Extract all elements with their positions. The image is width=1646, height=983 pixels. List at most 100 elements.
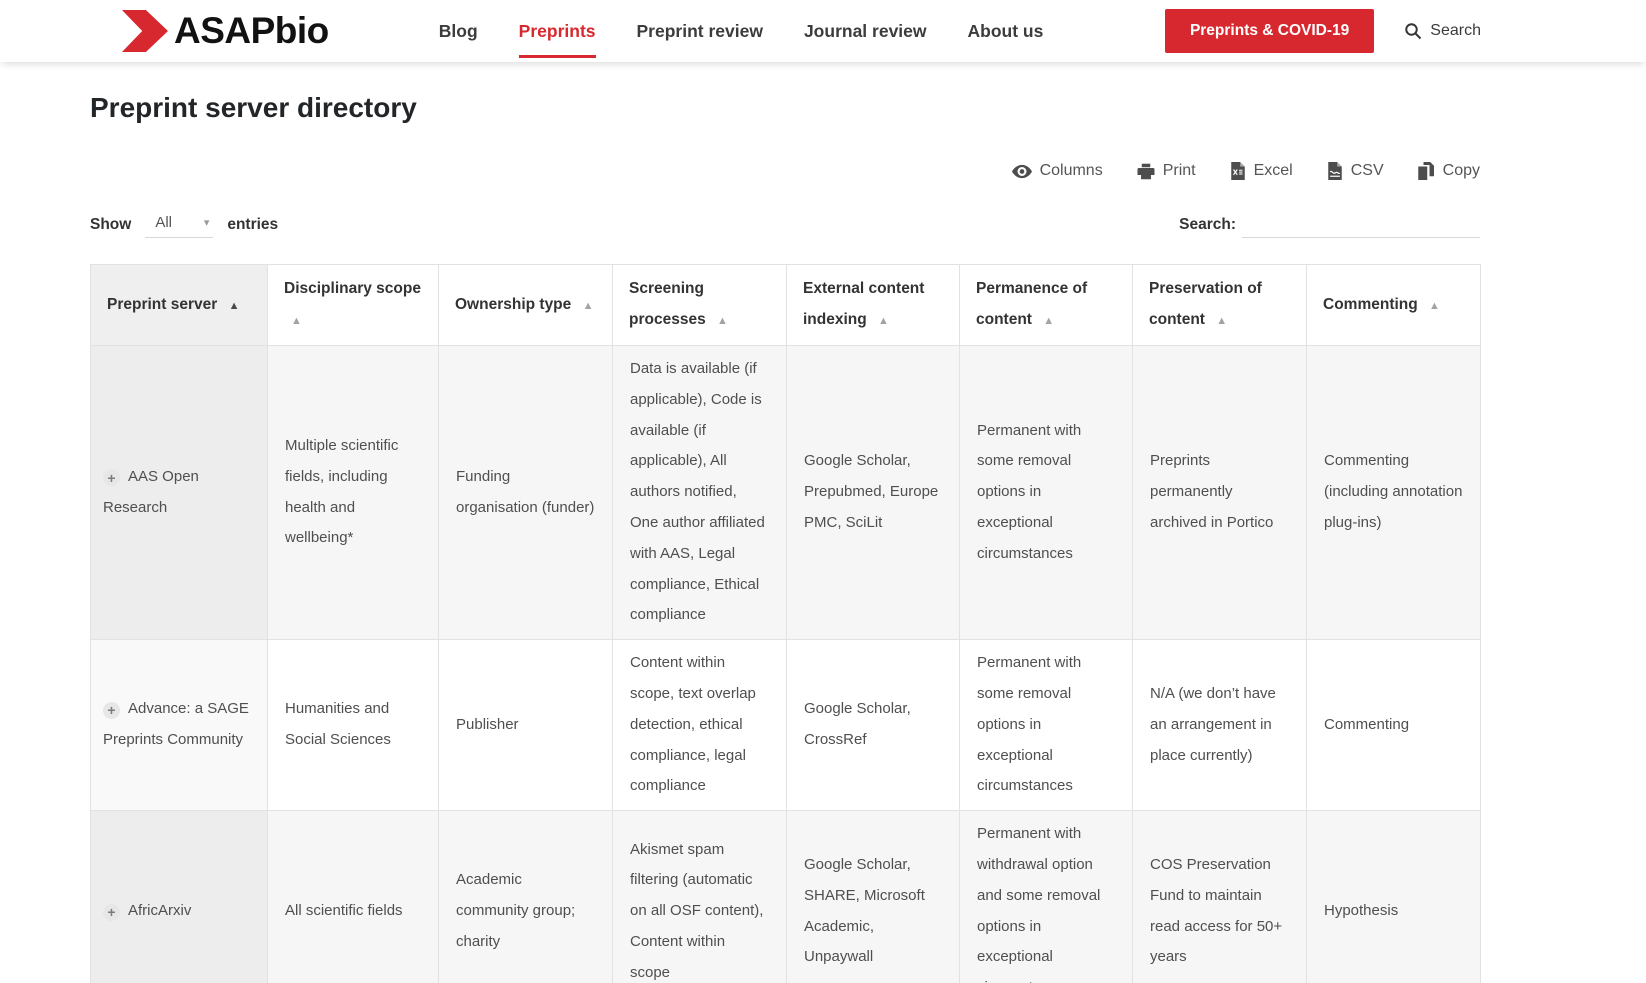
sort-asc-icon: ▲ (291, 315, 302, 327)
logo-arrow-icon (122, 10, 168, 52)
nav-item-about-us[interactable]: About us (967, 20, 1044, 41)
column-header-permanence-of-content[interactable]: Permanence of content ▲ (959, 264, 1133, 346)
column-header-label: Ownership type (455, 295, 572, 313)
sort-asc-icon: ▲ (1043, 315, 1055, 327)
table-search-input[interactable] (1242, 212, 1480, 238)
cell-commenting: Commenting (including annotation plug-in… (1306, 344, 1481, 641)
entries-label: entries (227, 216, 279, 233)
nav-item-preprint-review[interactable]: Preprint review (636, 20, 763, 41)
column-header-screening-processes[interactable]: Screening processes ▲ (612, 264, 787, 346)
cell-disciplinary-scope: Humanities and Social Sciences (267, 639, 439, 812)
expand-row-icon[interactable]: + (103, 903, 120, 921)
site-search-label: Search (1430, 22, 1481, 39)
cell-preservation-of-content: N/A (we don’t have an arrangement in pla… (1132, 639, 1307, 812)
cell-preprint-server: + Advance: a SAGE Preprints Community (90, 639, 268, 812)
top-navigation-bar: ASAPbio Blog Preprints Preprint review J… (0, 0, 1646, 62)
nav-item-preprints[interactable]: Preprints (518, 15, 596, 58)
cell-ownership-type: Funding organisation (funder) (438, 344, 613, 641)
cell-ownership-type: Academic community group; charity (438, 810, 613, 983)
site-search-button[interactable]: Search (1404, 22, 1481, 40)
column-header-ownership-type[interactable]: Ownership type ▲ (438, 264, 613, 346)
chevron-down-icon: ▾ (203, 217, 210, 229)
search-icon (1405, 23, 1422, 40)
cell-permanence-of-content: Permanent with withdrawal option and som… (959, 810, 1133, 983)
cell-preservation-of-content: COS Preservation Fund to maintain read a… (1132, 810, 1307, 983)
column-header-label: External content indexing (803, 280, 925, 328)
table-row: + AfricArxiv All scientific fields Academ… (90, 810, 1481, 983)
columns-button-label: Columns (1039, 162, 1103, 179)
cell-external-content-indexing: Google Scholar, SHARE, Microsoft Academi… (786, 810, 960, 983)
entries-length-select[interactable]: All ▾ (145, 212, 214, 238)
entries-selected-value: All (155, 214, 173, 231)
table-header-row: Preprint server ▲ Disciplinary scope ▲ O… (90, 264, 1481, 346)
main-content: Preprint server directory Columns Print … (0, 92, 1646, 983)
print-button-label: Print (1162, 162, 1196, 179)
table-search-label: Search: (1179, 216, 1236, 233)
cell-external-content-indexing: Google Scholar, CrossRef (786, 639, 960, 812)
cell-disciplinary-scope: Multiple scientific fields, including he… (267, 344, 439, 641)
column-header-preprint-server[interactable]: Preprint server ▲ (90, 264, 268, 346)
excel-file-icon (1230, 162, 1245, 180)
cell-preservation-of-content: Preprints permanently archived in Portic… (1132, 344, 1307, 641)
table-row: + AAS Open Research Multiple scientific f… (90, 344, 1481, 641)
table-toolbar: Columns Print Excel CSV (90, 162, 1480, 180)
cell-preprint-server: + AAS Open Research (90, 344, 268, 641)
table-controls: Show All ▾ entries Search: (90, 212, 1480, 238)
show-label: Show (90, 216, 132, 233)
column-header-label: Disciplinary scope (284, 280, 421, 297)
sort-asc-icon: ▲ (1429, 299, 1440, 312)
cell-external-content-indexing: Google Scholar, Prepubmed, Europe PMC, S… (786, 344, 960, 641)
copy-icon (1417, 162, 1434, 180)
column-header-label: Screening processes (629, 280, 706, 328)
excel-button-label: Excel (1253, 162, 1293, 179)
nav-item-journal-review[interactable]: Journal review (803, 20, 927, 41)
cell-preprint-server: + AfricArxiv (90, 810, 268, 983)
eye-icon (1011, 164, 1032, 178)
column-header-label: Permanence of content (976, 280, 1088, 328)
export-csv-button[interactable]: CSV (1327, 162, 1384, 180)
table-row: + Advance: a SAGE Preprints Community Hum… (90, 639, 1481, 812)
show-entries-control: Show All ▾ entries (90, 212, 278, 238)
cell-disciplinary-scope: All scientific fields (267, 810, 439, 983)
csv-button-label: CSV (1350, 162, 1384, 179)
cell-screening-processes: Akismet spam filtering (automatic on all… (612, 810, 787, 983)
print-button[interactable]: Print (1137, 162, 1196, 180)
nav-item-blog[interactable]: Blog (438, 20, 478, 41)
server-name: AAS Open Research (103, 467, 199, 516)
page-title: Preprint server directory (90, 92, 417, 123)
main-nav: Blog Preprints Preprint review Journal r… (438, 15, 1044, 58)
csv-file-icon (1327, 162, 1342, 180)
cell-ownership-type: Publisher (438, 639, 613, 812)
column-header-label: Preprint server (107, 295, 218, 313)
sort-asc-icon: ▲ (582, 299, 594, 312)
cell-screening-processes: Content within scope, text overlap detec… (612, 639, 787, 812)
column-header-label: Preservation of content (1149, 280, 1262, 328)
copy-button-label: Copy (1442, 162, 1480, 179)
preprint-server-table: Preprint server ▲ Disciplinary scope ▲ O… (90, 264, 1481, 983)
cell-permanence-of-content: Permanent with some removal options in e… (959, 344, 1133, 641)
cell-permanence-of-content: Permanent with some removal options in e… (959, 639, 1133, 812)
expand-row-icon[interactable]: + (103, 469, 120, 487)
column-header-external-content-indexing[interactable]: External content indexing ▲ (786, 264, 960, 346)
column-header-disciplinary-scope[interactable]: Disciplinary scope ▲ (267, 264, 439, 346)
server-name: Advance: a SAGE Preprints Community (103, 700, 249, 749)
cell-screening-processes: Data is available (if applicable), Code … (612, 344, 787, 641)
asapbio-logo[interactable]: ASAPbio (122, 10, 329, 52)
table-search-control: Search: (1179, 212, 1480, 238)
sort-asc-icon: ▲ (1216, 315, 1228, 327)
sort-asc-icon: ▲ (717, 315, 728, 327)
cell-commenting: Hypothesis (1306, 810, 1481, 983)
column-header-label: Commenting (1323, 295, 1418, 313)
copy-button[interactable]: Copy (1417, 162, 1480, 180)
cell-commenting: Commenting (1306, 639, 1481, 812)
logo-text: ASAPbio (174, 10, 329, 51)
printer-icon (1137, 163, 1155, 179)
column-header-preservation-of-content[interactable]: Preservation of content ▲ (1132, 264, 1307, 346)
columns-visibility-button[interactable]: Columns (1011, 162, 1103, 180)
sort-asc-icon: ▲ (878, 315, 889, 327)
export-excel-button[interactable]: Excel (1230, 162, 1293, 180)
preprints-covid19-button[interactable]: Preprints & COVID-19 (1164, 9, 1375, 53)
server-name: AfricArxiv (128, 902, 192, 920)
column-header-commenting[interactable]: Commenting ▲ (1306, 264, 1481, 346)
expand-row-icon[interactable]: + (103, 701, 120, 719)
